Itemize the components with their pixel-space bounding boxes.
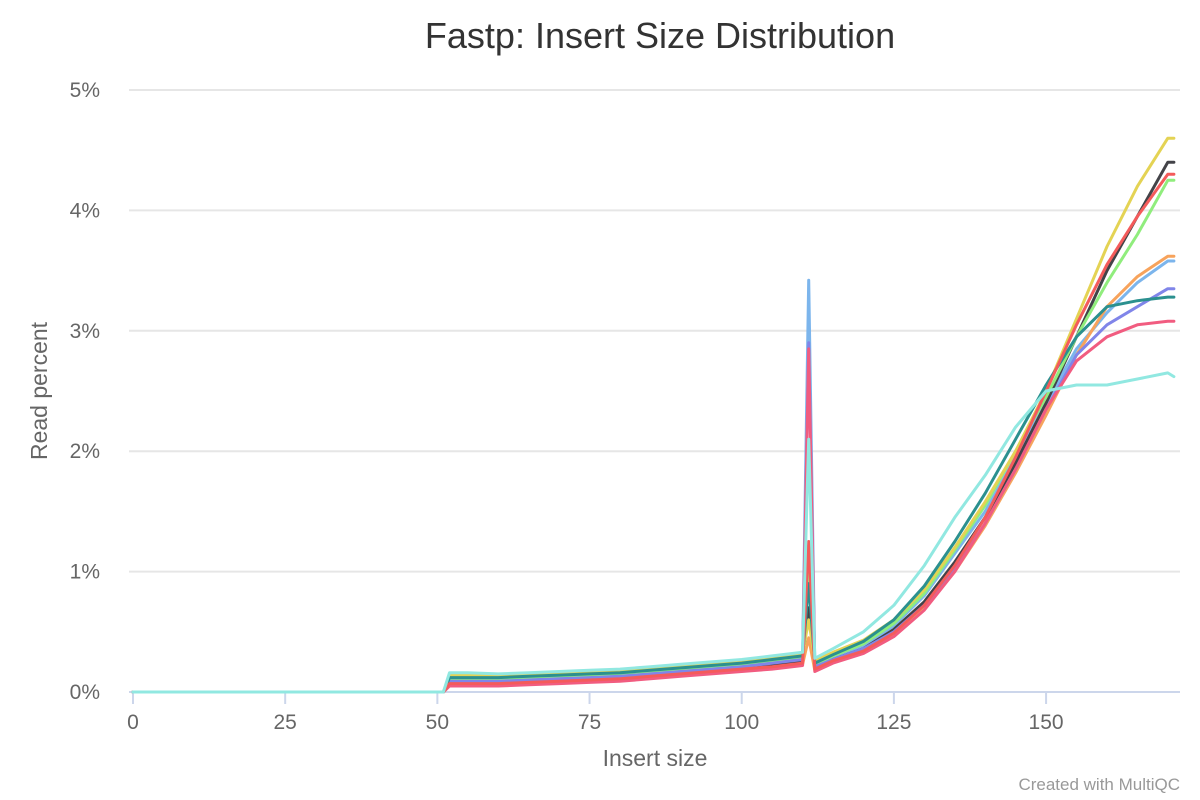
x-tick-label: 50 [426,711,449,734]
series-line-10[interactable] [131,371,1176,694]
y-tick-label: 2% [70,440,100,463]
y-tick-label: 4% [70,199,100,222]
y-tick-label: 0% [70,681,100,704]
x-tick-label: 0 [127,711,139,734]
x-tick-label: 125 [876,711,911,734]
x-tick-label: 100 [724,711,759,734]
y-axis-ticks: 0% 1% 2% 3% 4% 5% [70,79,100,704]
y-tick-label: 1% [70,561,100,584]
y-tick-label: 5% [70,79,100,102]
x-tick-label: 25 [274,711,297,734]
y-tick-label: 3% [70,320,100,343]
y-axis-label: Read percent [26,321,52,460]
grid-lines [129,89,1180,573]
credits-text[interactable]: Created with MultiQC [1018,775,1180,794]
plot-series [131,136,1176,694]
chart-title: Fastp: Insert Size Distribution [425,15,895,56]
x-tick-label: 75 [578,711,601,734]
x-axis-label: Insert size [603,745,708,771]
series-line-9[interactable] [131,172,1176,694]
x-tick-label: 150 [1029,711,1064,734]
